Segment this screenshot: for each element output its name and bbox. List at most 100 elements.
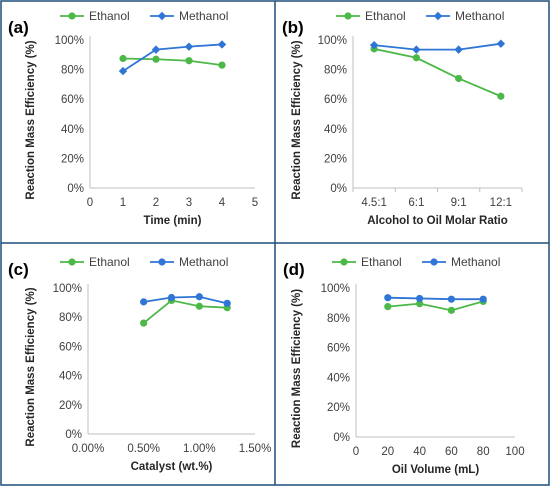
- data-point-0-1-3: [217, 40, 227, 49]
- y-tick-label-0-2: 40%: [61, 124, 84, 136]
- x-tick-label-1-0: 4.5:1: [361, 197, 387, 209]
- data-point-1-1-2: [454, 45, 463, 54]
- y-tick-label-1-5: 100%: [318, 35, 347, 47]
- x-tick-label-2-0: 0.00%: [72, 443, 105, 455]
- x-tick-label-3-0: 0: [353, 446, 359, 458]
- y-tick-label-3-2: 40%: [327, 372, 350, 384]
- data-point-2-0-0: [140, 319, 148, 327]
- legend-marker-2-1: [158, 258, 166, 266]
- x-tick-label-3-3: 60: [445, 446, 458, 458]
- series-line-1-0: [373, 47, 502, 98]
- legend-label-3-1: Methanol: [451, 255, 500, 269]
- x-tick-label-0-0: 0: [87, 197, 93, 209]
- y-tick-label-0-5: 100%: [55, 35, 84, 47]
- data-point-1-0-1: [412, 54, 420, 62]
- series-line-1-1: [374, 42, 501, 51]
- x-tick-label-3-1: 20: [381, 446, 394, 458]
- x-tick-label-0-5: 5: [252, 197, 258, 209]
- data-point-2-1-1: [167, 293, 176, 302]
- y-tick-label-0-1: 20%: [61, 153, 84, 165]
- data-point-2-0-2: [195, 302, 203, 310]
- data-point-0-1-0: [118, 66, 128, 76]
- legend-label-0-0: Ethanol: [89, 9, 130, 23]
- y-tick-label-1-2: 40%: [324, 124, 347, 136]
- y-tick-label-3-1: 20%: [327, 402, 350, 414]
- y-axis-title-0: Reaction Mass Efficiency (%): [25, 40, 37, 199]
- data-point-0-0-0: [119, 54, 127, 63]
- data-point-2-1-3: [223, 299, 231, 307]
- y-tick-label-0-0: 0%: [67, 183, 84, 195]
- legend-marker-0-0: [68, 12, 76, 20]
- data-point-3-0-0: [384, 303, 392, 311]
- data-point-0-0-2: [185, 57, 193, 65]
- y-tick-label-1-0: 0%: [330, 183, 347, 195]
- legend-marker-3-0: [340, 258, 348, 266]
- x-tick-label-0-4: 4: [219, 197, 226, 209]
- data-point-0-0-1: [152, 55, 160, 63]
- data-point-1-1-1: [412, 45, 421, 54]
- y-axis-title-3: Reaction Mass Efficiency (%): [291, 289, 303, 448]
- x-axis-title-1: Alcohol to Oil Molar Ratio: [367, 215, 508, 227]
- data-point-3-0-2: [447, 306, 455, 314]
- legend-marker-2-0: [68, 258, 76, 266]
- legend-marker-1-0: [344, 12, 352, 20]
- data-point-0-1-2: [184, 42, 194, 51]
- panel-label-1: (b): [282, 18, 304, 37]
- y-tick-label-2-2: 40%: [59, 371, 82, 383]
- legend-label-1-1: Methanol: [455, 9, 504, 23]
- x-tick-label-2-1: 0.50%: [127, 443, 160, 455]
- y-tick-label-3-5: 100%: [321, 283, 350, 295]
- legend-label-2-1: Methanol: [179, 255, 228, 269]
- legend-label-0-1: Methanol: [179, 9, 228, 23]
- data-point-3-1-0: [384, 294, 392, 302]
- y-tick-label-1-1: 20%: [324, 153, 347, 165]
- legend-marker-3-1: [430, 258, 438, 266]
- series-line-2-0: [143, 299, 228, 324]
- y-tick-label-3-4: 80%: [327, 313, 350, 325]
- x-tick-label-3-4: 80: [477, 446, 490, 458]
- y-tick-label-2-3: 60%: [59, 341, 82, 353]
- data-point-0-1-1: [151, 45, 161, 54]
- data-point-1-0-3: [497, 92, 505, 100]
- legend-marker-1-1: [433, 11, 443, 21]
- data-point-2-1-0: [140, 298, 148, 306]
- x-tick-label-3-2: 40: [413, 446, 426, 458]
- series-line-3-0: [387, 300, 484, 312]
- series-line-3-1: [387, 296, 484, 301]
- y-tick-label-2-0: 0%: [65, 429, 82, 441]
- data-point-3-1-3: [479, 295, 487, 303]
- x-tick-label-1-2: 9:1: [451, 197, 467, 209]
- x-axis-title-3: Oil Volume (mL): [392, 464, 479, 476]
- data-point-1-0-2: [455, 74, 463, 83]
- y-tick-label-3-3: 60%: [327, 343, 350, 355]
- data-point-3-1-1: [416, 294, 424, 303]
- series-line-0-0: [122, 57, 223, 67]
- y-tick-label-3-0: 0%: [333, 432, 350, 444]
- data-point-0-0-3: [218, 61, 226, 69]
- x-tick-label-0-2: 2: [153, 197, 159, 209]
- x-tick-label-3-5: 100: [505, 446, 524, 458]
- x-axis-title-0: Time (min): [144, 215, 202, 227]
- legend-label-1-0: Ethanol: [365, 9, 406, 23]
- x-tick-label-2-2: 1.00%: [183, 443, 216, 455]
- y-axis-title-1: Reaction Mass Efficiency (%): [291, 40, 303, 199]
- data-point-3-1-2: [447, 295, 455, 303]
- y-tick-label-2-1: 20%: [59, 400, 82, 412]
- y-tick-label-0-3: 60%: [61, 94, 84, 106]
- panel-label-3: (d): [283, 260, 305, 279]
- legend-marker-0-1: [157, 11, 167, 21]
- y-tick-label-2-4: 80%: [59, 312, 82, 324]
- x-tick-label-2-3: 1.50%: [239, 443, 272, 455]
- y-tick-label-1-3: 60%: [324, 94, 347, 106]
- data-point-2-1-2: [195, 293, 203, 301]
- data-point-1-1-0: [369, 40, 379, 50]
- x-tick-label-1-1: 6:1: [408, 197, 424, 209]
- y-tick-label-1-4: 80%: [324, 65, 347, 77]
- x-tick-label-0-3: 3: [186, 197, 192, 209]
- legend-label-3-0: Ethanol: [361, 255, 402, 269]
- series-line-2-1: [143, 295, 228, 305]
- y-axis-title-2: Reaction Mass Efficiency (%): [25, 287, 37, 446]
- x-axis-title-2: Catalyst (wt.%): [131, 461, 213, 473]
